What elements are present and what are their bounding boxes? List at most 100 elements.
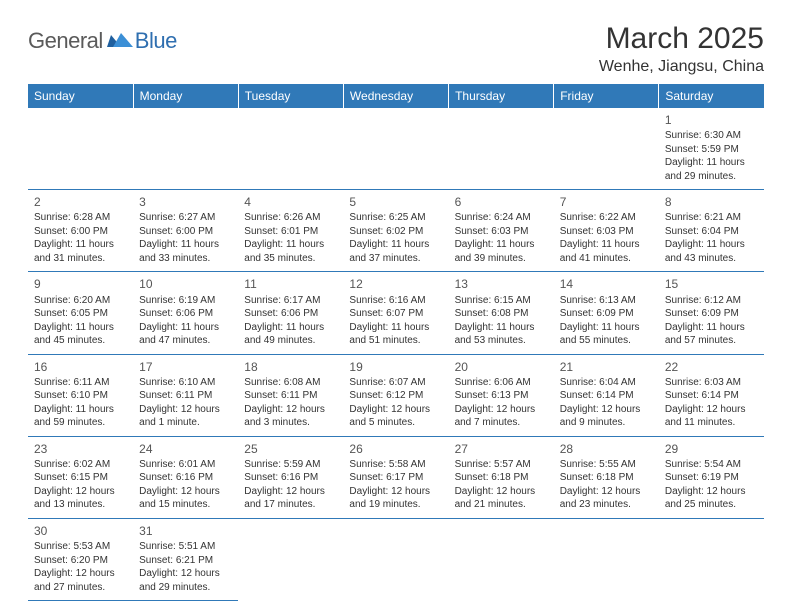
calendar-cell: 26Sunrise: 5:58 AMSunset: 6:17 PMDayligh… bbox=[343, 436, 448, 518]
logo-text-general: General bbox=[28, 28, 103, 54]
day-number: 17 bbox=[139, 359, 232, 375]
day-number: 1 bbox=[665, 112, 758, 128]
day-number: 25 bbox=[244, 441, 337, 457]
day-number: 11 bbox=[244, 276, 337, 292]
daylight-text: Daylight: 11 hours and 41 minutes. bbox=[560, 238, 653, 265]
calendar-cell bbox=[343, 108, 448, 190]
daylight-text: Daylight: 11 hours and 57 minutes. bbox=[665, 321, 758, 348]
sunrise-text: Sunrise: 5:58 AM bbox=[349, 458, 442, 472]
sunrise-text: Sunrise: 6:21 AM bbox=[665, 211, 758, 225]
calendar-cell: 12Sunrise: 6:16 AMSunset: 6:07 PMDayligh… bbox=[343, 272, 448, 354]
sunrise-text: Sunrise: 6:04 AM bbox=[560, 376, 653, 390]
calendar-cell: 20Sunrise: 6:06 AMSunset: 6:13 PMDayligh… bbox=[449, 354, 554, 436]
sunrise-text: Sunrise: 6:12 AM bbox=[665, 294, 758, 308]
sunset-text: Sunset: 6:18 PM bbox=[455, 471, 548, 485]
day-number: 24 bbox=[139, 441, 232, 457]
month-title: March 2025 bbox=[599, 22, 764, 56]
day-number: 8 bbox=[665, 194, 758, 210]
sunrise-text: Sunrise: 6:28 AM bbox=[34, 211, 127, 225]
daylight-text: Daylight: 11 hours and 37 minutes. bbox=[349, 238, 442, 265]
sunset-text: Sunset: 6:09 PM bbox=[665, 307, 758, 321]
daylight-text: Daylight: 12 hours and 7 minutes. bbox=[455, 403, 548, 430]
calendar-cell: 9 Sunrise: 6:20 AMSunset: 6:05 PMDaylight… bbox=[28, 272, 133, 354]
logo-text-blue: Blue bbox=[135, 28, 177, 54]
daylight-text: Daylight: 11 hours and 45 minutes. bbox=[34, 321, 127, 348]
sunset-text: Sunset: 6:01 PM bbox=[244, 225, 337, 239]
day-number: 10 bbox=[139, 276, 232, 292]
day-number: 29 bbox=[665, 441, 758, 457]
logo: General Blue bbox=[28, 22, 177, 54]
calendar-cell: 6Sunrise: 6:24 AMSunset: 6:03 PMDaylight… bbox=[449, 190, 554, 272]
day-number: 9 bbox=[34, 276, 127, 292]
calendar-cell: 10Sunrise: 6:19 AMSunset: 6:06 PMDayligh… bbox=[133, 272, 238, 354]
sunset-text: Sunset: 6:16 PM bbox=[244, 471, 337, 485]
header: General Blue March 2025 Wenhe, Jiangsu, … bbox=[28, 22, 764, 76]
calendar-cell: 19Sunrise: 6:07 AMSunset: 6:12 PMDayligh… bbox=[343, 354, 448, 436]
daylight-text: Daylight: 12 hours and 19 minutes. bbox=[349, 485, 442, 512]
sunrise-text: Sunrise: 6:08 AM bbox=[244, 376, 337, 390]
daylight-text: Daylight: 12 hours and 25 minutes. bbox=[665, 485, 758, 512]
day-number: 6 bbox=[455, 194, 548, 210]
sunrise-text: Sunrise: 6:20 AM bbox=[34, 294, 127, 308]
calendar-row: 1Sunrise: 6:30 AMSunset: 5:59 PMDaylight… bbox=[28, 108, 764, 190]
daylight-text: Daylight: 11 hours and 31 minutes. bbox=[34, 238, 127, 265]
day-number: 28 bbox=[560, 441, 653, 457]
sunrise-text: Sunrise: 6:06 AM bbox=[455, 376, 548, 390]
day-header: Thursday bbox=[449, 84, 554, 108]
sunset-text: Sunset: 6:20 PM bbox=[34, 554, 127, 568]
sunset-text: Sunset: 6:12 PM bbox=[349, 389, 442, 403]
sunset-text: Sunset: 5:59 PM bbox=[665, 143, 758, 157]
daylight-text: Daylight: 11 hours and 53 minutes. bbox=[455, 321, 548, 348]
calendar-cell: 21Sunrise: 6:04 AMSunset: 6:14 PMDayligh… bbox=[554, 354, 659, 436]
calendar-row: 16Sunrise: 6:11 AMSunset: 6:10 PMDayligh… bbox=[28, 354, 764, 436]
calendar-body: 1Sunrise: 6:30 AMSunset: 5:59 PMDaylight… bbox=[28, 108, 764, 601]
day-number: 4 bbox=[244, 194, 337, 210]
sunrise-text: Sunrise: 6:17 AM bbox=[244, 294, 337, 308]
calendar-cell bbox=[449, 108, 554, 190]
sunrise-text: Sunrise: 6:15 AM bbox=[455, 294, 548, 308]
calendar-cell: 4Sunrise: 6:26 AMSunset: 6:01 PMDaylight… bbox=[238, 190, 343, 272]
calendar-head: Sunday Monday Tuesday Wednesday Thursday… bbox=[28, 84, 764, 108]
calendar-cell: 15Sunrise: 6:12 AMSunset: 6:09 PMDayligh… bbox=[659, 272, 764, 354]
daylight-text: Daylight: 11 hours and 47 minutes. bbox=[139, 321, 232, 348]
calendar-cell bbox=[238, 108, 343, 190]
calendar-cell: 22Sunrise: 6:03 AMSunset: 6:14 PMDayligh… bbox=[659, 354, 764, 436]
sunset-text: Sunset: 6:05 PM bbox=[34, 307, 127, 321]
day-header: Sunday bbox=[28, 84, 133, 108]
sunrise-text: Sunrise: 6:13 AM bbox=[560, 294, 653, 308]
day-number: 31 bbox=[139, 523, 232, 539]
daylight-text: Daylight: 12 hours and 1 minute. bbox=[139, 403, 232, 430]
calendar-cell bbox=[449, 518, 554, 600]
sunrise-text: Sunrise: 5:53 AM bbox=[34, 540, 127, 554]
sunset-text: Sunset: 6:03 PM bbox=[560, 225, 653, 239]
sunrise-text: Sunrise: 6:11 AM bbox=[34, 376, 127, 390]
sunrise-text: Sunrise: 5:57 AM bbox=[455, 458, 548, 472]
sunset-text: Sunset: 6:08 PM bbox=[455, 307, 548, 321]
sunset-text: Sunset: 6:15 PM bbox=[34, 471, 127, 485]
sunset-text: Sunset: 6:14 PM bbox=[665, 389, 758, 403]
day-number: 16 bbox=[34, 359, 127, 375]
daylight-text: Daylight: 12 hours and 29 minutes. bbox=[139, 567, 232, 594]
day-number: 18 bbox=[244, 359, 337, 375]
calendar-cell: 16Sunrise: 6:11 AMSunset: 6:10 PMDayligh… bbox=[28, 354, 133, 436]
day-number: 23 bbox=[34, 441, 127, 457]
calendar-cell: 7Sunrise: 6:22 AMSunset: 6:03 PMDaylight… bbox=[554, 190, 659, 272]
day-number: 21 bbox=[560, 359, 653, 375]
flag-icon bbox=[107, 31, 133, 51]
sunrise-text: Sunrise: 6:24 AM bbox=[455, 211, 548, 225]
daylight-text: Daylight: 12 hours and 17 minutes. bbox=[244, 485, 337, 512]
daylight-text: Daylight: 12 hours and 3 minutes. bbox=[244, 403, 337, 430]
day-number: 26 bbox=[349, 441, 442, 457]
sunrise-text: Sunrise: 5:59 AM bbox=[244, 458, 337, 472]
calendar-cell bbox=[28, 108, 133, 190]
day-number: 22 bbox=[665, 359, 758, 375]
daylight-text: Daylight: 12 hours and 5 minutes. bbox=[349, 403, 442, 430]
daylight-text: Daylight: 12 hours and 13 minutes. bbox=[34, 485, 127, 512]
calendar-cell: 8Sunrise: 6:21 AMSunset: 6:04 PMDaylight… bbox=[659, 190, 764, 272]
sunset-text: Sunset: 6:09 PM bbox=[560, 307, 653, 321]
calendar-cell: 29Sunrise: 5:54 AMSunset: 6:19 PMDayligh… bbox=[659, 436, 764, 518]
title-block: March 2025 Wenhe, Jiangsu, China bbox=[599, 22, 764, 76]
sunset-text: Sunset: 6:00 PM bbox=[34, 225, 127, 239]
sunset-text: Sunset: 6:11 PM bbox=[139, 389, 232, 403]
calendar-cell: 28Sunrise: 5:55 AMSunset: 6:18 PMDayligh… bbox=[554, 436, 659, 518]
